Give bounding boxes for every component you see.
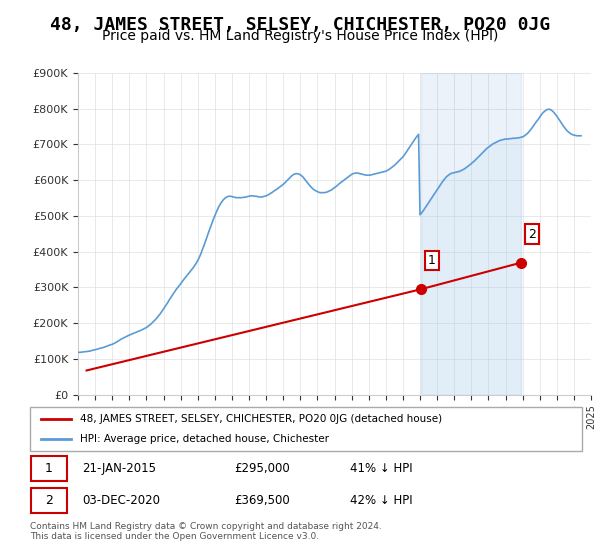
Text: HPI: Average price, detached house, Chichester: HPI: Average price, detached house, Chic… xyxy=(80,434,329,444)
Text: 2: 2 xyxy=(45,494,53,507)
Text: 48, JAMES STREET, SELSEY, CHICHESTER, PO20 0JG (detached house): 48, JAMES STREET, SELSEY, CHICHESTER, PO… xyxy=(80,414,442,424)
Text: Contains HM Land Registry data © Crown copyright and database right 2024.
This d: Contains HM Land Registry data © Crown c… xyxy=(30,522,382,542)
Text: 42% ↓ HPI: 42% ↓ HPI xyxy=(350,494,413,507)
FancyBboxPatch shape xyxy=(30,407,582,451)
Text: 41% ↓ HPI: 41% ↓ HPI xyxy=(350,462,413,475)
Text: 48, JAMES STREET, SELSEY, CHICHESTER, PO20 0JG: 48, JAMES STREET, SELSEY, CHICHESTER, PO… xyxy=(50,16,550,34)
Text: Price paid vs. HM Land Registry's House Price Index (HPI): Price paid vs. HM Land Registry's House … xyxy=(102,29,498,43)
Text: 2: 2 xyxy=(528,227,536,241)
Text: £369,500: £369,500 xyxy=(234,494,290,507)
Text: 21-JAN-2015: 21-JAN-2015 xyxy=(82,462,157,475)
Text: 1: 1 xyxy=(428,254,436,267)
FancyBboxPatch shape xyxy=(31,456,67,481)
Text: £295,000: £295,000 xyxy=(234,462,290,475)
Text: 03-DEC-2020: 03-DEC-2020 xyxy=(82,494,160,507)
Text: 1: 1 xyxy=(45,462,53,475)
FancyBboxPatch shape xyxy=(31,488,67,514)
Bar xyxy=(421,73,521,395)
